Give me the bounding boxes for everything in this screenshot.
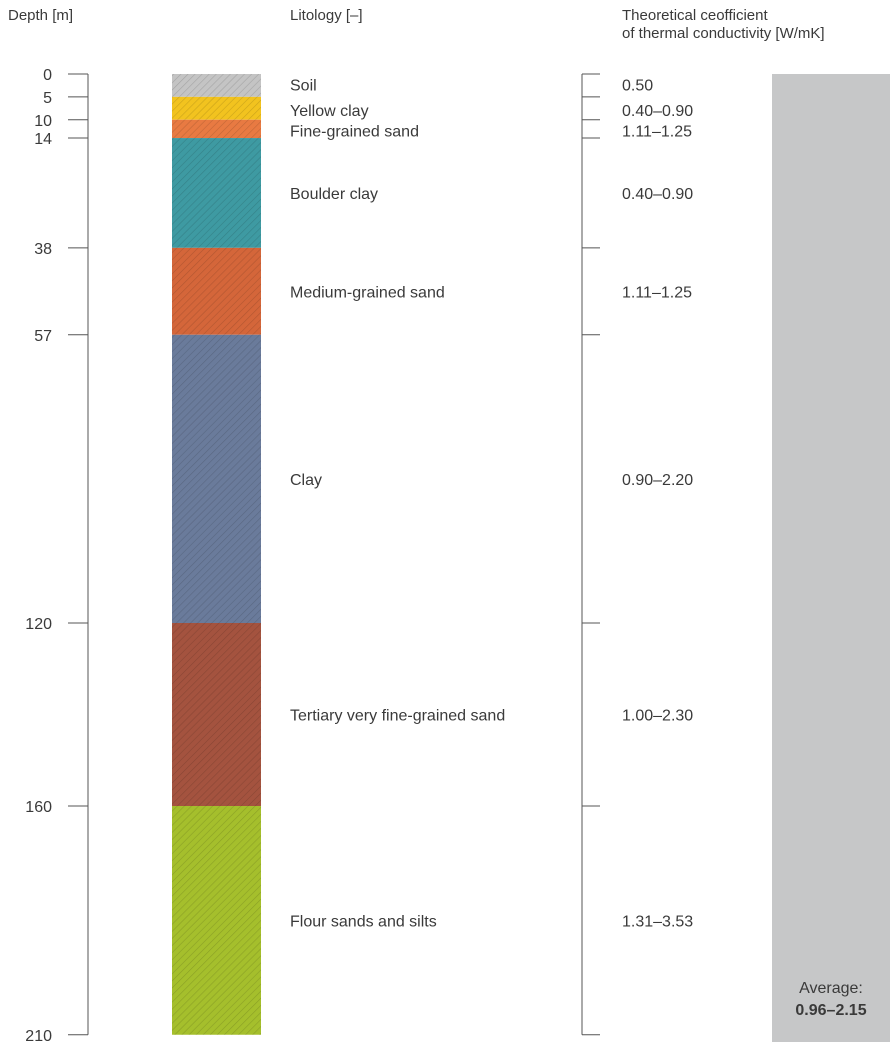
conductivity-column-title: Theoretical ceofficient of thermal condu… [622,7,825,43]
conductivity-label: 0.40–0.90 [622,186,693,203]
layer-hatch-flour-sands-and-silts [172,806,261,1035]
depth-tick-label: 160 [25,799,52,816]
lithology-column-title: Litology [–] [290,7,363,24]
conductivity-title-line2: of thermal conductivity [W/mK] [622,25,825,42]
depth-tick-label: 10 [34,113,52,130]
average-conductivity-bar [772,74,890,1042]
depth-tick-label: 5 [43,90,52,107]
layer-label: Boulder clay [290,186,378,203]
depth-tick-label: 14 [34,131,52,148]
conductivity-label: 0.50 [622,78,653,95]
layer-label: Flour sands and silts [290,913,437,930]
average-value: 0.96–2.15 [795,1002,867,1019]
layer-hatch-soil [172,74,261,97]
conductivity-axis [581,73,600,1036]
conductivity-label: 1.31–3.53 [622,913,693,930]
layer-label: Soil [290,78,317,95]
average-conductivity-note: Average: 0.96–2.15 [772,978,890,1022]
conductivity-label: 0.90–2.20 [622,472,693,489]
average-label: Average: [799,980,863,997]
layer-labels: Soil 0.50 Yellow clay 0.40–0.90 Fine-grained… [290,78,693,931]
layer-label: Medium-grained sand [290,284,445,301]
conductivity-label: 1.11–1.25 [622,284,692,301]
depth-tick-label: 210 [25,1028,52,1045]
layer-hatch-clay [172,334,261,623]
layer-hatch-fine-grained-sand [172,119,261,139]
depth-tick-label: 38 [34,241,52,258]
depth-tick-label: 57 [34,328,52,345]
conductivity-label: 0.40–0.90 [622,103,693,120]
layer-label: Yellow clay [290,103,369,120]
conductivity-label: 1.00–2.30 [622,708,693,725]
depth-tick-label: 120 [25,616,52,633]
layer-hatch-yellow-clay [172,96,261,120]
layer-label: Clay [290,472,322,489]
layer-hatch-medium-grained-sand [172,247,261,335]
layer-label: Tertiary very fine-grained sand [290,708,505,725]
lithology-column [172,74,261,1035]
conductivity-label: 1.11–1.25 [622,124,692,141]
layer-label: Fine-grained sand [290,124,419,141]
conductivity-title-line1: Theoretical ceofficient [622,7,768,24]
depth-tick-label: 0 [43,67,52,84]
depth-axis-title: Depth [m] [8,7,74,24]
layer-hatch-boulder-clay [172,138,261,248]
layer-hatch-tertiary-very-fine-grained-sand [172,623,261,806]
